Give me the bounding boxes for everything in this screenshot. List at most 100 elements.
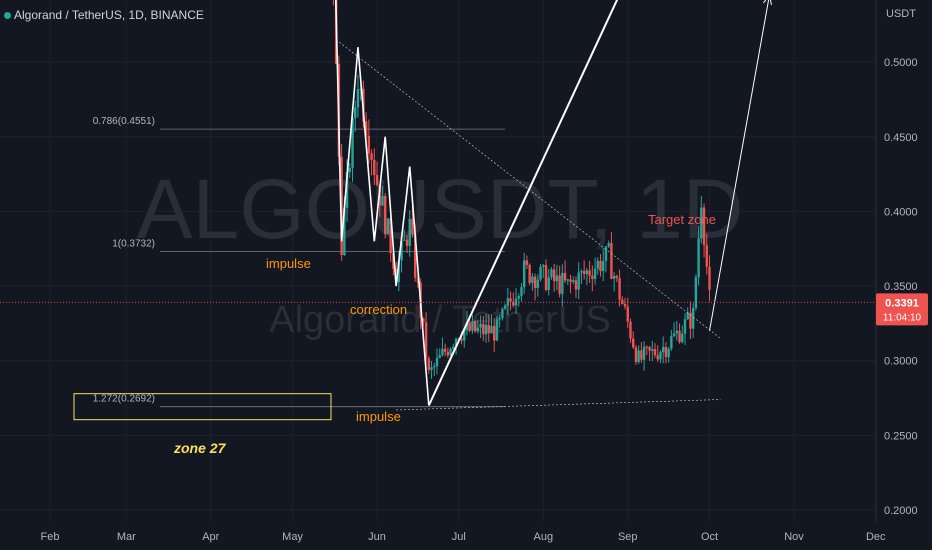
correction-label: correction [350, 302, 407, 317]
candle-body [484, 324, 488, 335]
candle-body [405, 239, 409, 246]
candle-body [656, 355, 659, 360]
candle-body [561, 272, 564, 294]
candle-body [672, 333, 676, 337]
candle-body [487, 324, 490, 334]
candle-body [452, 346, 455, 350]
candle-body [498, 317, 501, 320]
y-tick-label: 0.3000 [884, 356, 918, 368]
candle-body [689, 312, 692, 329]
candle-body [577, 272, 580, 290]
candle-body [667, 348, 670, 358]
candle-body [632, 338, 635, 348]
candle-body [533, 276, 537, 289]
x-tick-label: Nov [784, 531, 804, 543]
candle-body [580, 271, 583, 273]
candle-body [525, 260, 529, 265]
candle-body [348, 167, 351, 173]
candle-body [403, 239, 406, 241]
candle-body [364, 121, 368, 136]
candle-body [612, 275, 616, 279]
arrow-up-2 [709, 0, 770, 331]
countdown-label: 11:04:10 [883, 312, 922, 323]
candle-body [411, 218, 414, 235]
x-tick-label: Aug [533, 531, 553, 543]
candle-body [482, 323, 485, 335]
impulse-label-2: impulse [356, 409, 401, 424]
candle-body [588, 270, 591, 276]
candle-body [566, 279, 570, 281]
candle-body [697, 238, 700, 278]
candle-body [443, 348, 447, 352]
candle-body [678, 330, 681, 343]
last-price-badge [876, 293, 928, 326]
candle-body [618, 277, 621, 300]
candle-body [413, 234, 417, 278]
candle-body [509, 298, 512, 302]
price-axis[interactable] [876, 0, 932, 550]
watermark-name: Algorand / TetherUS [269, 299, 611, 341]
candle-body [544, 265, 548, 291]
candle-body [591, 275, 594, 279]
candle-body [626, 306, 629, 322]
candle-body [582, 271, 586, 274]
candle-body [503, 305, 507, 309]
candle-body [531, 276, 534, 284]
candle-body [645, 346, 649, 348]
candle-body [422, 317, 425, 323]
candle-body [454, 338, 458, 347]
y-tick-label: 0.5000 [884, 57, 918, 69]
candle-body [642, 346, 646, 360]
x-tick-label: Jul [452, 531, 466, 543]
fib-label: 1.272(0.2692) [93, 394, 155, 405]
candle-body [473, 321, 477, 332]
candle-body [686, 312, 689, 320]
candle-body [370, 153, 373, 160]
wave-zigzag [335, 0, 430, 406]
candle-body [354, 107, 357, 119]
status-dot-icon [4, 12, 11, 20]
candle-body [572, 280, 575, 282]
x-tick-label: Apr [202, 531, 219, 543]
fib-label: 1(0.3732) [112, 238, 155, 249]
candle-body [607, 243, 610, 247]
candle-body [547, 277, 550, 291]
candle-body [471, 321, 474, 331]
candle-body [683, 319, 687, 334]
candle-body [381, 196, 384, 206]
y-tick-label: 0.2500 [884, 430, 918, 442]
candle-body [555, 275, 559, 282]
candle-body [465, 322, 469, 331]
candle-body [427, 358, 431, 370]
y-tick-label: 0.2000 [884, 505, 918, 517]
candle-body [392, 253, 395, 269]
candle-body [610, 243, 613, 279]
candle-body [356, 89, 360, 108]
candle-body [400, 240, 403, 261]
candle-body [424, 322, 428, 359]
candle-body [700, 207, 703, 239]
candle-body [463, 330, 466, 341]
candle-body [539, 266, 542, 280]
candle-body [705, 245, 708, 267]
arrow-up-1 [427, 0, 619, 406]
candle-body [651, 349, 654, 351]
candle-body [343, 207, 346, 255]
candle-body [375, 174, 379, 185]
candle-body [501, 308, 504, 318]
x-axis-ticks: Feb Mar Apr May Jun Jul Aug Sep Oct Nov Dec [41, 531, 887, 543]
y-tick-label: 0.4500 [884, 132, 918, 144]
candle-body [661, 346, 665, 353]
candle-body [435, 357, 439, 367]
candle-body [408, 218, 411, 246]
candle-body [367, 135, 371, 154]
candle-body [563, 272, 567, 281]
candle-body [634, 347, 638, 363]
candle-body [670, 336, 673, 349]
candle-body [675, 330, 679, 334]
x-tick-label: Sep [618, 531, 638, 543]
candle-body [384, 196, 387, 235]
candle-body [593, 268, 597, 279]
